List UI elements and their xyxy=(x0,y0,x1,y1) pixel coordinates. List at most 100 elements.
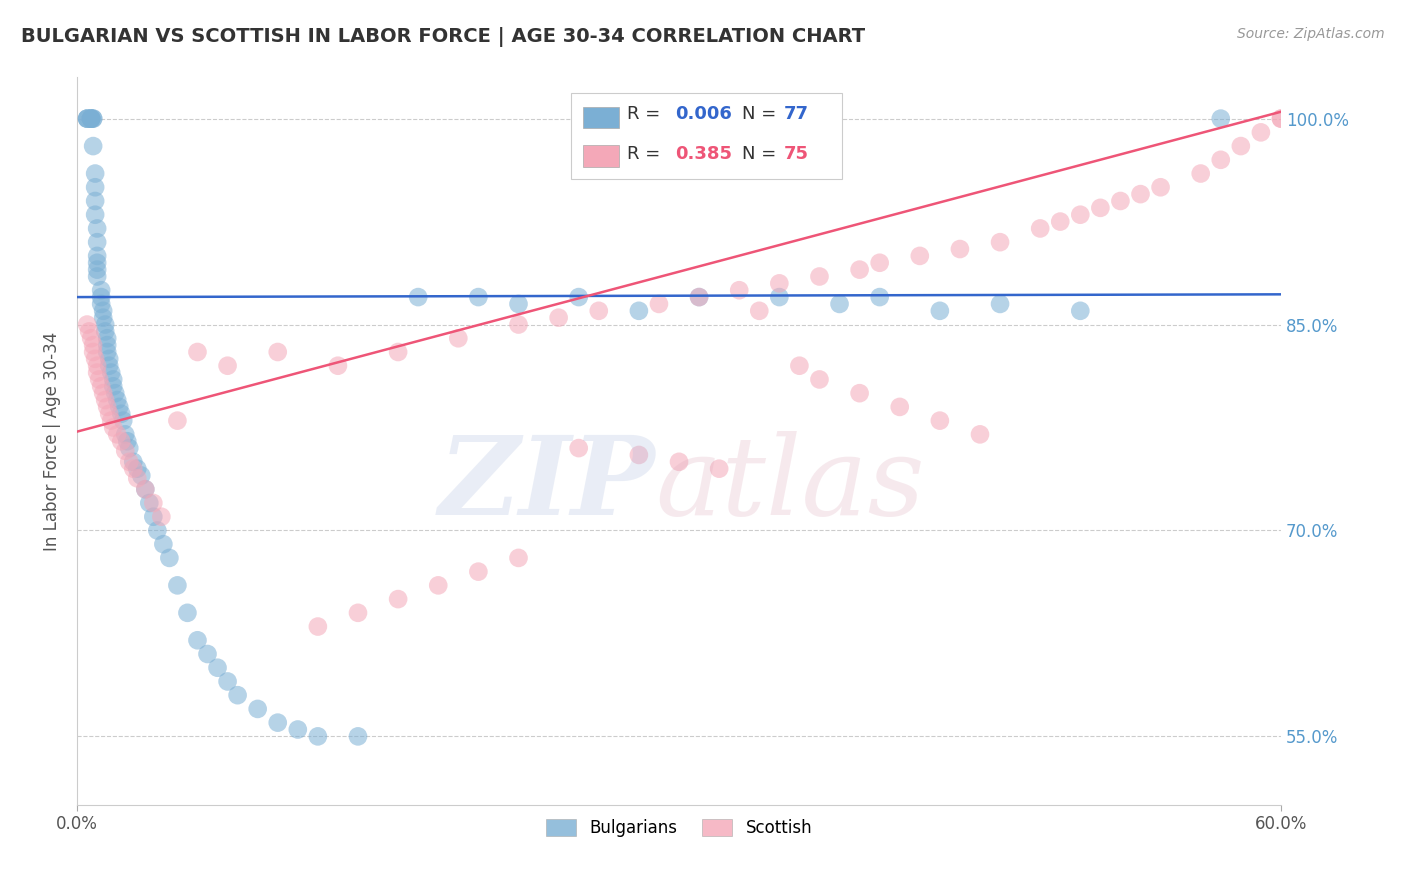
Point xyxy=(467,290,489,304)
Point xyxy=(176,606,198,620)
Point xyxy=(80,112,103,126)
Point xyxy=(112,414,135,428)
Point xyxy=(82,345,104,359)
Point xyxy=(848,386,870,401)
Point xyxy=(928,303,950,318)
FancyBboxPatch shape xyxy=(582,145,619,167)
Point xyxy=(1250,125,1272,139)
Point xyxy=(86,359,108,373)
Point xyxy=(90,283,112,297)
Point xyxy=(76,112,98,126)
Point xyxy=(103,372,125,386)
Point xyxy=(84,194,107,208)
Point xyxy=(105,427,128,442)
Point xyxy=(1129,187,1152,202)
Point xyxy=(142,509,165,524)
Point xyxy=(246,702,269,716)
Point xyxy=(1230,139,1253,153)
FancyBboxPatch shape xyxy=(571,94,842,179)
Point xyxy=(91,310,114,325)
Point xyxy=(547,310,569,325)
Point xyxy=(80,331,103,345)
Point xyxy=(828,297,851,311)
Text: ZIP: ZIP xyxy=(439,431,655,539)
Point xyxy=(150,509,173,524)
Point xyxy=(648,297,671,311)
Point xyxy=(307,730,329,744)
Point xyxy=(347,730,370,744)
Point xyxy=(134,483,156,497)
Point xyxy=(949,242,972,256)
Point xyxy=(134,483,156,497)
Point xyxy=(80,112,103,126)
Point xyxy=(86,366,108,380)
Point xyxy=(80,112,103,126)
FancyBboxPatch shape xyxy=(582,106,619,128)
Point xyxy=(768,277,790,291)
Point xyxy=(104,386,127,401)
Point xyxy=(80,112,103,126)
Point xyxy=(157,550,180,565)
Point xyxy=(668,455,690,469)
Point xyxy=(889,400,911,414)
Point xyxy=(129,468,152,483)
Point xyxy=(508,297,530,311)
Point xyxy=(76,112,98,126)
Point xyxy=(287,723,309,737)
Point xyxy=(76,112,98,126)
Point xyxy=(427,578,450,592)
Point xyxy=(207,661,229,675)
Point xyxy=(84,167,107,181)
Point xyxy=(568,441,591,455)
Point xyxy=(108,400,131,414)
Point xyxy=(86,249,108,263)
Point xyxy=(96,345,118,359)
Point xyxy=(98,359,121,373)
Point xyxy=(96,400,118,414)
Point xyxy=(117,434,139,449)
Point xyxy=(688,290,710,304)
Point xyxy=(186,345,208,359)
Point xyxy=(808,372,831,386)
Point xyxy=(152,537,174,551)
Point xyxy=(267,345,290,359)
Point xyxy=(627,303,650,318)
Point xyxy=(1090,201,1112,215)
Point xyxy=(86,256,108,270)
Point xyxy=(84,180,107,194)
Point xyxy=(89,372,111,386)
Point xyxy=(122,455,145,469)
Point xyxy=(86,235,108,249)
Point xyxy=(789,359,811,373)
Point xyxy=(347,606,370,620)
Point xyxy=(186,633,208,648)
Point xyxy=(100,414,122,428)
Point xyxy=(94,318,117,332)
Point xyxy=(91,386,114,401)
Point xyxy=(122,461,145,475)
Point xyxy=(103,420,125,434)
Point xyxy=(86,221,108,235)
Point xyxy=(90,379,112,393)
Point xyxy=(467,565,489,579)
Point xyxy=(90,290,112,304)
Point xyxy=(307,619,329,633)
Point xyxy=(166,414,188,428)
Point xyxy=(96,331,118,345)
Point xyxy=(748,303,770,318)
Text: BULGARIAN VS SCOTTISH IN LABOR FORCE | AGE 30-34 CORRELATION CHART: BULGARIAN VS SCOTTISH IN LABOR FORCE | A… xyxy=(21,27,865,46)
Point xyxy=(77,325,100,339)
Point xyxy=(114,443,136,458)
Point xyxy=(90,297,112,311)
Point xyxy=(848,262,870,277)
Point xyxy=(1209,153,1232,167)
Text: N =: N = xyxy=(741,145,782,163)
Point xyxy=(94,325,117,339)
Point xyxy=(588,303,610,318)
Point xyxy=(387,345,409,359)
Point xyxy=(82,112,104,126)
Point xyxy=(869,290,891,304)
Point xyxy=(217,359,239,373)
Point xyxy=(84,208,107,222)
Point xyxy=(82,338,104,352)
